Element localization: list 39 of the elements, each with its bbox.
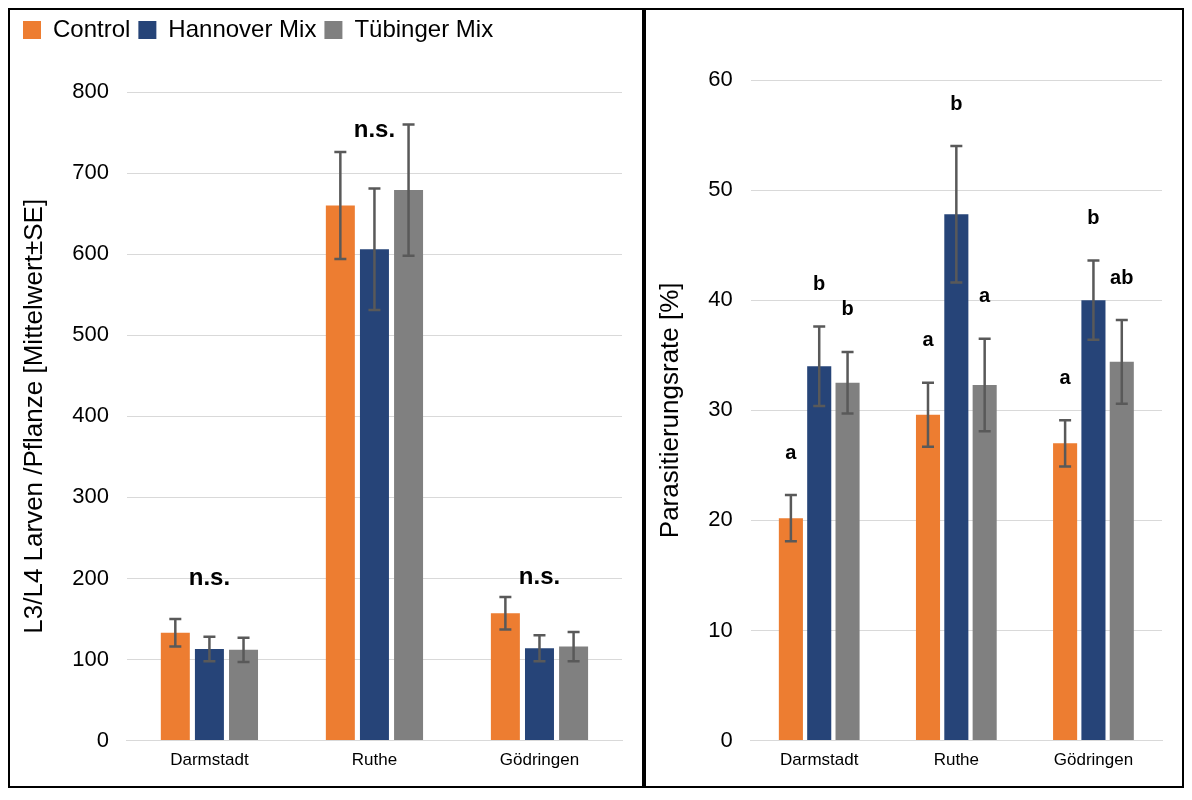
y-tick-label: 30 bbox=[708, 396, 733, 422]
y-tick-label: 200 bbox=[72, 564, 109, 590]
y-axis-title: L3/L4 Larven /Pflanze [Mittelwert±SE] bbox=[17, 198, 48, 634]
y-tick-label: 500 bbox=[72, 321, 109, 347]
legend-label: Tübinger Mix bbox=[354, 14, 494, 42]
annotation: n.s. bbox=[518, 561, 561, 589]
y-tick-label: 20 bbox=[708, 506, 733, 532]
y-tick-label: 700 bbox=[72, 159, 109, 185]
legend-label: Hannover Mix bbox=[168, 14, 317, 42]
y-tick-label: 10 bbox=[708, 616, 733, 642]
annotation: b bbox=[813, 272, 826, 295]
legend-label: Control bbox=[53, 14, 131, 42]
annotation: a bbox=[979, 284, 992, 307]
y-tick-label: 600 bbox=[72, 240, 109, 266]
annotation: a bbox=[922, 328, 935, 351]
x-tick-label: Ruthe bbox=[351, 750, 398, 770]
y-tick-label: 60 bbox=[708, 66, 733, 92]
y-tick-label: 40 bbox=[708, 286, 733, 312]
y-tick-label: 800 bbox=[72, 78, 109, 104]
y-axis-title: Parasitierungsrate [%] bbox=[653, 282, 684, 539]
annotation: b bbox=[1087, 206, 1100, 229]
annotation: b bbox=[841, 297, 854, 320]
y-tick-label: 0 bbox=[720, 726, 733, 752]
x-tick-label: Ruthe bbox=[933, 750, 980, 770]
annotation: a bbox=[1059, 365, 1072, 388]
annotation: ab bbox=[1110, 265, 1134, 288]
annotation: b bbox=[950, 91, 963, 114]
x-tick-label: Darmstadt bbox=[780, 750, 859, 770]
x-tick-label: Darmstadt bbox=[170, 750, 249, 770]
y-tick-label: 400 bbox=[72, 402, 109, 428]
annotation: a bbox=[785, 440, 798, 463]
y-tick-label: 50 bbox=[708, 176, 733, 202]
x-tick-label: Gödringen bbox=[499, 750, 580, 770]
y-tick-label: 300 bbox=[72, 483, 109, 509]
annotation: n.s. bbox=[188, 563, 231, 591]
annotation: n.s. bbox=[353, 115, 396, 143]
x-tick-label: Gödringen bbox=[1053, 750, 1134, 770]
y-tick-label: 100 bbox=[72, 645, 109, 671]
y-tick-label: 0 bbox=[96, 726, 109, 752]
